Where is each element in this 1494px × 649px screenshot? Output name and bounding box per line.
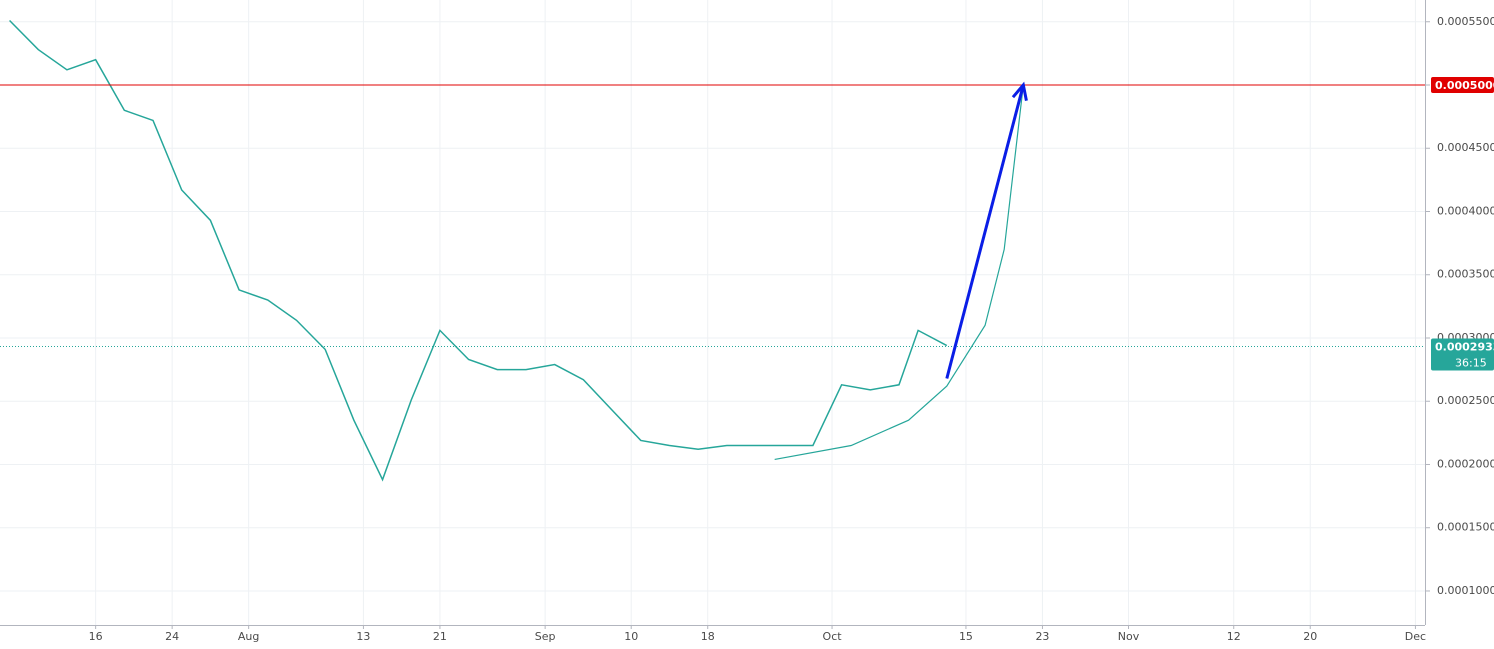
x-tick-label: Oct (823, 630, 843, 643)
y-tick-label: 0.0004500 (1437, 141, 1494, 154)
arrow-head (1011, 81, 1028, 101)
x-tick-label: 10 (624, 630, 638, 643)
curve-annotation (774, 84, 1024, 461)
x-tick-label: 13 (356, 630, 370, 643)
x-tick-label: 15 (959, 630, 973, 643)
y-tick-label: 0.0001000 (1437, 584, 1494, 597)
price-line (9, 19, 948, 482)
x-tick-label: Nov (1118, 630, 1140, 643)
x-tick-label: 20 (1303, 630, 1317, 643)
target-label-box (1431, 77, 1494, 94)
x-tick-label: 23 (1035, 630, 1049, 643)
x-tick-label: 24 (165, 630, 179, 643)
x-tick-label: Dec (1405, 630, 1426, 643)
x-tick-label: Sep (535, 630, 556, 643)
x-tick-label: 16 (89, 630, 103, 643)
y-tick-label: 0.0005500 (1437, 15, 1494, 28)
y-tick-label: 0.0001500 (1437, 521, 1494, 534)
target-label: 0.0005000 (1435, 79, 1494, 92)
y-tick-label: 0.0004000 (1437, 204, 1494, 217)
x-tick-label: Aug (238, 630, 259, 643)
x-tick-label: 21 (433, 630, 447, 643)
arrow-shaft (945, 84, 1025, 379)
y-tick-label: 0.0002500 (1437, 394, 1494, 407)
x-tick-label: 18 (701, 630, 715, 643)
y-tick-label: 0.0002000 (1437, 457, 1494, 470)
x-tick-label: 12 (1227, 630, 1241, 643)
price-label: 0.0002933 (1435, 340, 1494, 353)
timer: 36:15 (1455, 356, 1487, 369)
price-label-box (1431, 338, 1494, 371)
y-tick-label: 0.0003500 (1437, 268, 1494, 281)
